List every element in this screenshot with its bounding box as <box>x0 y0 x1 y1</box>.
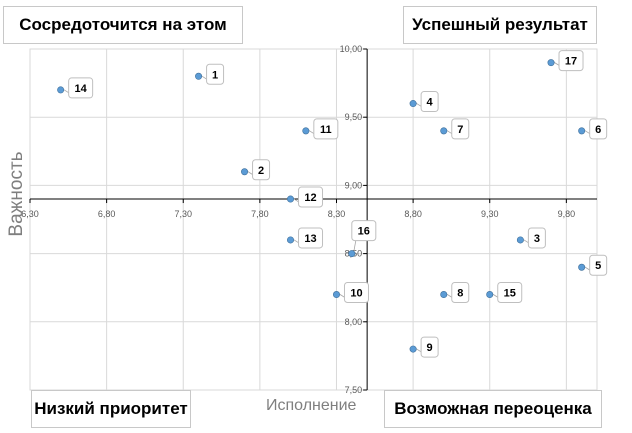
data-label: 1 <box>212 69 218 81</box>
data-point-marker <box>440 127 448 135</box>
data-point-3: 3 <box>516 227 546 249</box>
data-point-marker <box>287 236 295 244</box>
x-tick-label: 8,30 <box>328 209 346 219</box>
data-label: 10 <box>350 288 362 300</box>
data-label-box <box>351 220 377 242</box>
y-tick-label: 9,00 <box>345 180 363 190</box>
data-point-marker <box>486 291 494 299</box>
plot-border <box>29 48 598 391</box>
data-point-marker <box>547 59 555 67</box>
data-point-17: 17 <box>547 50 584 72</box>
data-point-marker <box>440 291 448 299</box>
data-label-box <box>68 77 94 99</box>
data-label: 8 <box>457 288 463 300</box>
data-point-14: 14 <box>57 77 94 99</box>
data-label: 14 <box>75 83 88 95</box>
data-label: 11 <box>320 124 332 136</box>
data-point-marker <box>516 236 524 244</box>
axes <box>29 48 597 391</box>
data-point-marker <box>578 263 586 271</box>
data-label: 15 <box>504 288 516 300</box>
data-label-box <box>451 282 470 304</box>
y-tick-label: 7,50 <box>345 385 363 395</box>
data-label: 3 <box>534 233 540 245</box>
data-label: 5 <box>595 260 601 272</box>
data-label: 7 <box>457 124 463 136</box>
y-tick-label: 8,00 <box>345 317 363 327</box>
data-point-marker <box>409 345 417 353</box>
data-point-4: 4 <box>409 91 439 113</box>
data-label-box <box>558 50 584 72</box>
data-point-13: 13 <box>287 227 324 249</box>
y-tick-label: 9,50 <box>345 112 363 122</box>
data-point-16: 16 <box>348 220 377 258</box>
data-point-2: 2 <box>241 159 271 181</box>
data-point-5: 5 <box>578 254 608 276</box>
data-label: 4 <box>427 97 434 109</box>
data-label: 17 <box>565 56 577 68</box>
data-label-box <box>252 159 271 181</box>
data-label-box <box>420 91 439 113</box>
x-tick-label: 7,30 <box>174 209 192 219</box>
data-point-7: 7 <box>440 118 470 140</box>
data-label-box <box>589 118 608 140</box>
data-point-marker <box>57 86 65 94</box>
grid-lines <box>29 48 598 391</box>
quadrant-label-bottom-left: Низкий приоритет <box>31 390 191 428</box>
data-label-box <box>298 186 324 208</box>
data-label-box <box>497 282 523 304</box>
x-tick-label: 8,80 <box>404 209 422 219</box>
x-axis-title: Исполнение <box>266 397 357 414</box>
data-point-9: 9 <box>409 336 439 358</box>
data-label-box <box>589 254 608 276</box>
data-point-marker <box>302 127 310 135</box>
data-label: 12 <box>304 192 316 204</box>
data-label-box <box>313 118 339 140</box>
data-point-marker <box>578 127 586 135</box>
data-point-marker <box>409 100 417 108</box>
x-tick-label: 7,80 <box>251 209 269 219</box>
data-point-12: 12 <box>287 186 324 208</box>
data-label-box <box>420 336 439 358</box>
data-point-marker <box>287 195 295 203</box>
x-tick-label: 6,80 <box>98 209 116 219</box>
data-point-10: 10 <box>332 282 369 304</box>
quadrant-label-top-right: Успешный результат <box>403 6 597 44</box>
quadrant-label-bottom-right: Возможная переоценка <box>384 390 602 428</box>
x-tick-label: 6,30 <box>21 209 39 219</box>
tick-labels: 6,30 6,80 7,30 7,80 8,30 8,80 9,30 9,80 7,50 8,00… <box>21 44 575 395</box>
quadrant-label-top-left: Сосредоточится на этом <box>3 6 243 44</box>
data-point-marker <box>348 250 356 258</box>
data-label-box <box>298 227 324 249</box>
data-point-1: 1 <box>195 63 225 85</box>
data-point-marker <box>241 168 249 176</box>
data-label: 6 <box>595 124 601 136</box>
data-label-box <box>206 63 225 85</box>
data-label: 13 <box>304 233 316 245</box>
data-point-11: 11 <box>302 118 339 140</box>
data-label: 9 <box>427 342 433 354</box>
data-label: 2 <box>258 165 264 177</box>
leader-line <box>353 240 357 252</box>
x-tick-label: 9,30 <box>481 209 499 219</box>
data-label-box <box>527 227 546 249</box>
data-point-marker <box>195 72 203 80</box>
y-axis-title: Важность <box>6 151 27 237</box>
data-label: 16 <box>358 226 370 238</box>
y-tick-label: 10,00 <box>340 44 363 54</box>
data-point-marker <box>332 291 340 299</box>
data-point-8: 8 <box>440 282 470 304</box>
data-label-box <box>451 118 470 140</box>
data-point-15: 15 <box>486 282 523 304</box>
data-label-box <box>343 282 369 304</box>
x-tick-label: 9,80 <box>558 209 576 219</box>
data-point-6: 6 <box>578 118 608 140</box>
